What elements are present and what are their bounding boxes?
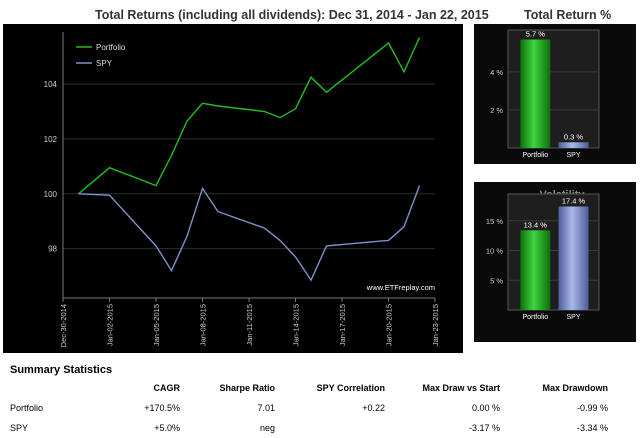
- total-return-y-tick-label: 4 %: [490, 68, 503, 77]
- x-tick-label: Dec-30-2014: [59, 304, 68, 347]
- series-line-portfolio: [78, 37, 421, 195]
- correlation-value: [275, 418, 385, 438]
- volatility-data-label: 13.4 %: [524, 220, 548, 229]
- row-label: Portfolio: [10, 403, 44, 413]
- total-return-category-label: Portfolio: [522, 152, 548, 159]
- cagr-value: +5.0%: [154, 423, 180, 433]
- legend-label-portfolio: Portfolio: [96, 43, 126, 52]
- row-label: SPY: [10, 423, 29, 433]
- table-row: SPY +5.0% neg -3.17 % -3.34 %: [10, 418, 608, 438]
- total-return-data-label: 0.3 %: [564, 132, 584, 141]
- total-return-category-label: SPY: [567, 152, 581, 159]
- volatility-y-tick-label: 5 %: [490, 276, 503, 285]
- header-sharpe: Sharpe Ratio: [219, 383, 275, 393]
- x-tick-label: Jan-17-2015: [338, 304, 347, 346]
- max-drawdown-value: -0.99 %: [576, 403, 608, 413]
- chart-background: [3, 24, 463, 353]
- x-tick-label: Jan-02-2015: [106, 304, 115, 346]
- x-tick-label: Jan-14-2015: [292, 304, 301, 346]
- y-tick-label: 104: [44, 80, 58, 89]
- volatility-bar-spy: [558, 206, 589, 310]
- header-cagr: CAGR: [153, 383, 181, 393]
- header-max-drawdown: Max Drawdown: [542, 383, 608, 393]
- total-return-title: Total Return %: [524, 8, 612, 22]
- max-drawdown-value: -3.34 %: [576, 423, 608, 433]
- sharpe-value: 7.01: [257, 403, 275, 413]
- x-tick-label: Jan-11-2015: [245, 304, 254, 346]
- header-name: [10, 378, 105, 398]
- volatility-y-tick-label: 15 %: [486, 217, 503, 226]
- total-return-bar-spy: [558, 142, 589, 148]
- x-tick-label: Jan-08-2015: [199, 304, 208, 346]
- summary-title: Summary Statistics: [10, 364, 113, 376]
- x-tick-label: Jan-20-2015: [385, 304, 394, 346]
- volatility-category-label: SPY: [567, 314, 581, 321]
- max-draw-vs-start-value: -3.17 %: [468, 423, 500, 433]
- header-max-draw-vs-start: Max Draw vs Start: [422, 383, 500, 393]
- table-row: Portfolio +170.5% 7.01 +0.22 0.00 % -0.9…: [10, 398, 608, 418]
- volatility-y-tick-label: 10 %: [486, 247, 503, 256]
- sharpe-value: neg: [259, 423, 275, 433]
- main-chart: 98 100 102 104 Dec-30-2014 Jan-02-2015 Jan-05-…: [3, 24, 463, 353]
- x-tick-label: Jan-23-2015: [431, 304, 440, 346]
- summary-header-row: CAGR Sharpe Ratio SPY Correlation Max Dr…: [10, 378, 609, 398]
- y-tick-label: 98: [48, 245, 57, 254]
- correlation-value: +0.22: [362, 403, 385, 413]
- main-chart-title: Total Returns (including all dividends):…: [95, 8, 489, 22]
- max-draw-vs-start-value: 0.00 %: [471, 403, 500, 413]
- y-tick-label: 102: [44, 135, 58, 144]
- total-return-y-tick-label: 2 %: [490, 106, 503, 115]
- total-return-bar-portfolio: [520, 39, 551, 148]
- watermark: www.ETFreplay.com: [366, 283, 435, 292]
- y-tick-label: 100: [44, 190, 58, 199]
- header-spy-correlation: SPY Correlation: [316, 383, 385, 393]
- volatility-data-label: 17.4 %: [562, 196, 586, 205]
- series-line-spy: [78, 185, 421, 282]
- total-return-data-label: 5.7 %: [526, 30, 546, 39]
- legend-label-spy: SPY: [96, 59, 113, 68]
- volatility-category-label: Portfolio: [522, 314, 548, 321]
- cagr-value: +170.5%: [144, 403, 180, 413]
- volatility-bar-portfolio: [520, 230, 551, 310]
- summary-table: CAGR Sharpe Ratio SPY Correlation Max Dr…: [10, 378, 608, 438]
- x-tick-label: Jan-05-2015: [152, 304, 161, 346]
